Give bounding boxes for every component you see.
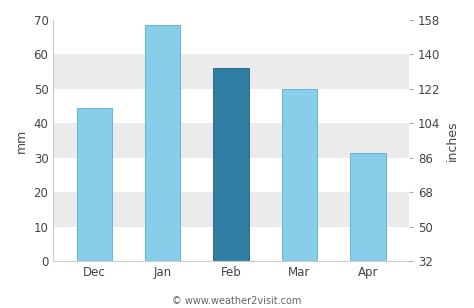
Bar xyxy=(53,124,409,158)
Text: © www.weather2visit.com: © www.weather2visit.com xyxy=(173,297,301,306)
Bar xyxy=(282,89,317,261)
Bar xyxy=(350,153,386,261)
Bar xyxy=(53,55,409,89)
Y-axis label: inches: inches xyxy=(446,120,459,161)
Bar xyxy=(145,25,181,261)
Bar xyxy=(53,192,409,227)
Bar xyxy=(53,20,409,55)
Bar xyxy=(53,158,409,192)
Bar xyxy=(53,227,409,261)
Y-axis label: mm: mm xyxy=(15,128,28,153)
Bar xyxy=(53,89,409,124)
Bar xyxy=(76,108,112,261)
Bar xyxy=(213,68,249,261)
